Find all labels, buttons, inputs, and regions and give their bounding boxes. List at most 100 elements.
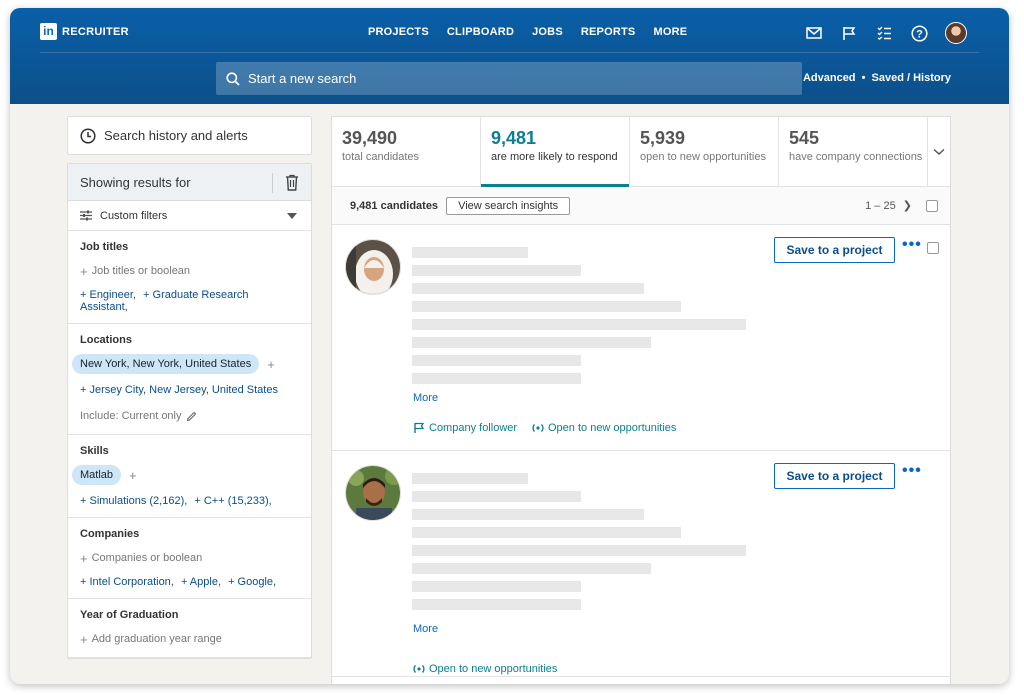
add-company-label: Companies or boolean	[91, 552, 203, 564]
job-titles-title: Job titles	[80, 241, 129, 253]
suggestion-engineer[interactable]: + Engineer,	[80, 289, 136, 301]
candidate-checkbox[interactable]	[927, 242, 939, 254]
pencil-icon	[186, 411, 196, 421]
tag-label: Open to new opportunities	[548, 422, 677, 434]
trash-icon[interactable]	[285, 174, 299, 196]
redacted-line	[412, 491, 581, 502]
stat-number: 39,490	[342, 128, 398, 148]
select-all-checkbox[interactable]	[926, 200, 938, 212]
advanced-search-link[interactable]: Advanced	[802, 72, 856, 84]
suggestion-google[interactable]: + Google,	[228, 576, 277, 588]
search-input[interactable]: Start a new search	[216, 62, 802, 95]
company-follower-tag[interactable]: Company follower	[413, 422, 517, 434]
skill-pill[interactable]: Matlab	[72, 465, 122, 485]
flag-icon	[414, 422, 425, 433]
nav-jobs[interactable]: JOBS	[532, 26, 563, 38]
header-divider	[272, 173, 273, 193]
brand[interactable]: in RECRUITER	[40, 23, 129, 40]
location-suggestions: + Jersey City, New Jersey, United States	[80, 384, 299, 396]
candidate-photo[interactable]	[345, 239, 401, 295]
stat-likely-to-respond[interactable]: 9,481 are more likely to respond	[481, 117, 630, 187]
more-options-icon[interactable]: •••	[902, 236, 922, 253]
chevron-down-icon[interactable]	[928, 117, 950, 186]
stat-open-to-opportunities[interactable]: 5,939 open to new opportunities	[630, 117, 779, 186]
stat-label: have company connections	[789, 151, 923, 163]
location-pill[interactable]: New York, New York, United States	[72, 354, 260, 374]
more-link[interactable]: More	[413, 392, 439, 404]
stat-company-connections[interactable]: 545 have company connections	[779, 117, 928, 186]
add-job-title[interactable]: + Job titles or boolean	[80, 263, 299, 279]
more-link[interactable]: More	[413, 623, 439, 635]
add-location-plus-icon[interactable]: +	[267, 356, 275, 372]
company-suggestions: + Intel Corporation, + Apple, + Google,	[80, 576, 299, 588]
mail-icon[interactable]	[805, 24, 823, 42]
custom-filters-label: Custom filters	[100, 209, 168, 222]
redacted-line	[412, 283, 644, 294]
linkedin-logo: in	[40, 23, 57, 40]
stat-total-candidates[interactable]: 39,490 total candidates	[332, 117, 481, 186]
add-company[interactable]: + Companies or boolean	[80, 552, 299, 565]
stat-label: are more likely to respond	[491, 151, 618, 163]
add-graduation-year[interactable]: + Add graduation year range	[80, 631, 299, 647]
tag-label: Company follower	[429, 422, 518, 434]
include-label: Include: Current only	[80, 410, 182, 422]
save-to-project-button[interactable]: Save to a project	[774, 237, 895, 263]
suggestion-intel[interactable]: + Intel Corporation,	[80, 576, 174, 588]
link-separator: •	[861, 72, 866, 84]
job-title-suggestions: + Engineer, + Graduate Research Assistan…	[80, 289, 299, 313]
open-to-opportunities-tag[interactable]: Open to new opportunities	[413, 663, 557, 675]
redacted-line	[412, 473, 528, 484]
search-history-button[interactable]: Search history and alerts	[67, 116, 312, 155]
plus-icon: +	[80, 631, 88, 647]
filter-column: Search history and alerts Showing result…	[67, 116, 312, 659]
redacted-line	[412, 509, 644, 520]
suggestion-jersey-city[interactable]: + Jersey City, New Jersey, United States	[80, 384, 278, 396]
skills-section: Skills Matlab + + Simulations (2,162), +…	[68, 435, 311, 518]
candidate-photo[interactable]	[345, 465, 401, 521]
graduation-section: Year of Graduation + Add graduation year…	[68, 599, 311, 658]
more-options-icon[interactable]: •••	[902, 462, 922, 479]
redacted-line	[412, 581, 581, 592]
help-icon[interactable]: ?	[910, 24, 928, 42]
saved-history-link[interactable]: Saved / History	[871, 72, 951, 84]
graduation-title: Year of Graduation	[80, 609, 179, 621]
view-search-insights-button[interactable]: View search insights	[446, 196, 571, 215]
redacted-line	[412, 337, 651, 348]
chevron-right-icon[interactable]: ❯	[902, 200, 912, 212]
stat-number: 5,939	[640, 128, 686, 148]
location-pill-row: New York, New York, United States +	[72, 354, 299, 374]
open-to-opportunities-tag[interactable]: Open to new opportunities	[532, 422, 676, 434]
nav-reports[interactable]: REPORTS	[580, 26, 636, 38]
suggestion-apple[interactable]: + Apple,	[180, 576, 222, 588]
custom-filters-dropdown[interactable]: Custom filters	[68, 201, 311, 231]
add-graduation-label: Add graduation year range	[91, 633, 222, 645]
search-icon	[226, 71, 240, 86]
nav-clipboard[interactable]: CLIPBOARD	[446, 26, 515, 38]
signal-icon	[413, 665, 425, 673]
checklist-icon[interactable]	[875, 24, 893, 42]
skill-suggestions: + Simulations (2,162), + C++ (15,233),	[80, 495, 299, 507]
search-history-label: Search history and alerts	[104, 128, 248, 143]
save-to-project-button[interactable]: Save to a project	[774, 463, 895, 489]
showing-results-header: Showing results for	[68, 164, 311, 201]
pagination[interactable]: 1 – 25 ❯	[865, 199, 912, 212]
chevron-down-icon	[287, 213, 297, 219]
suggestion-simulations[interactable]: + Simulations (2,162),	[80, 495, 188, 507]
suggestion-graduate-research-assistant[interactable]: + Graduate Research Assistant,	[80, 289, 249, 313]
stat-number: 545	[789, 128, 820, 148]
flag-icon[interactable]	[840, 24, 858, 42]
redacted-line	[412, 599, 581, 610]
job-titles-section: Job titles + Job titles or boolean + Eng…	[68, 231, 311, 324]
location-include-setting[interactable]: Include: Current only	[80, 410, 299, 422]
locations-title: Locations	[80, 334, 132, 346]
nav-more[interactable]: MORE	[653, 26, 688, 38]
redacted-line	[412, 301, 681, 312]
skill-pill-row: Matlab +	[72, 465, 299, 485]
nav-projects[interactable]: PROJECTS	[368, 26, 429, 38]
plus-icon: +	[80, 263, 88, 279]
search-links: Advanced • Saved / History	[803, 72, 951, 84]
profile-avatar[interactable]	[945, 22, 967, 44]
redacted-line	[412, 247, 528, 258]
suggestion-cpp[interactable]: + C++ (15,233),	[194, 495, 272, 507]
add-skill-plus-icon[interactable]: +	[129, 467, 137, 483]
